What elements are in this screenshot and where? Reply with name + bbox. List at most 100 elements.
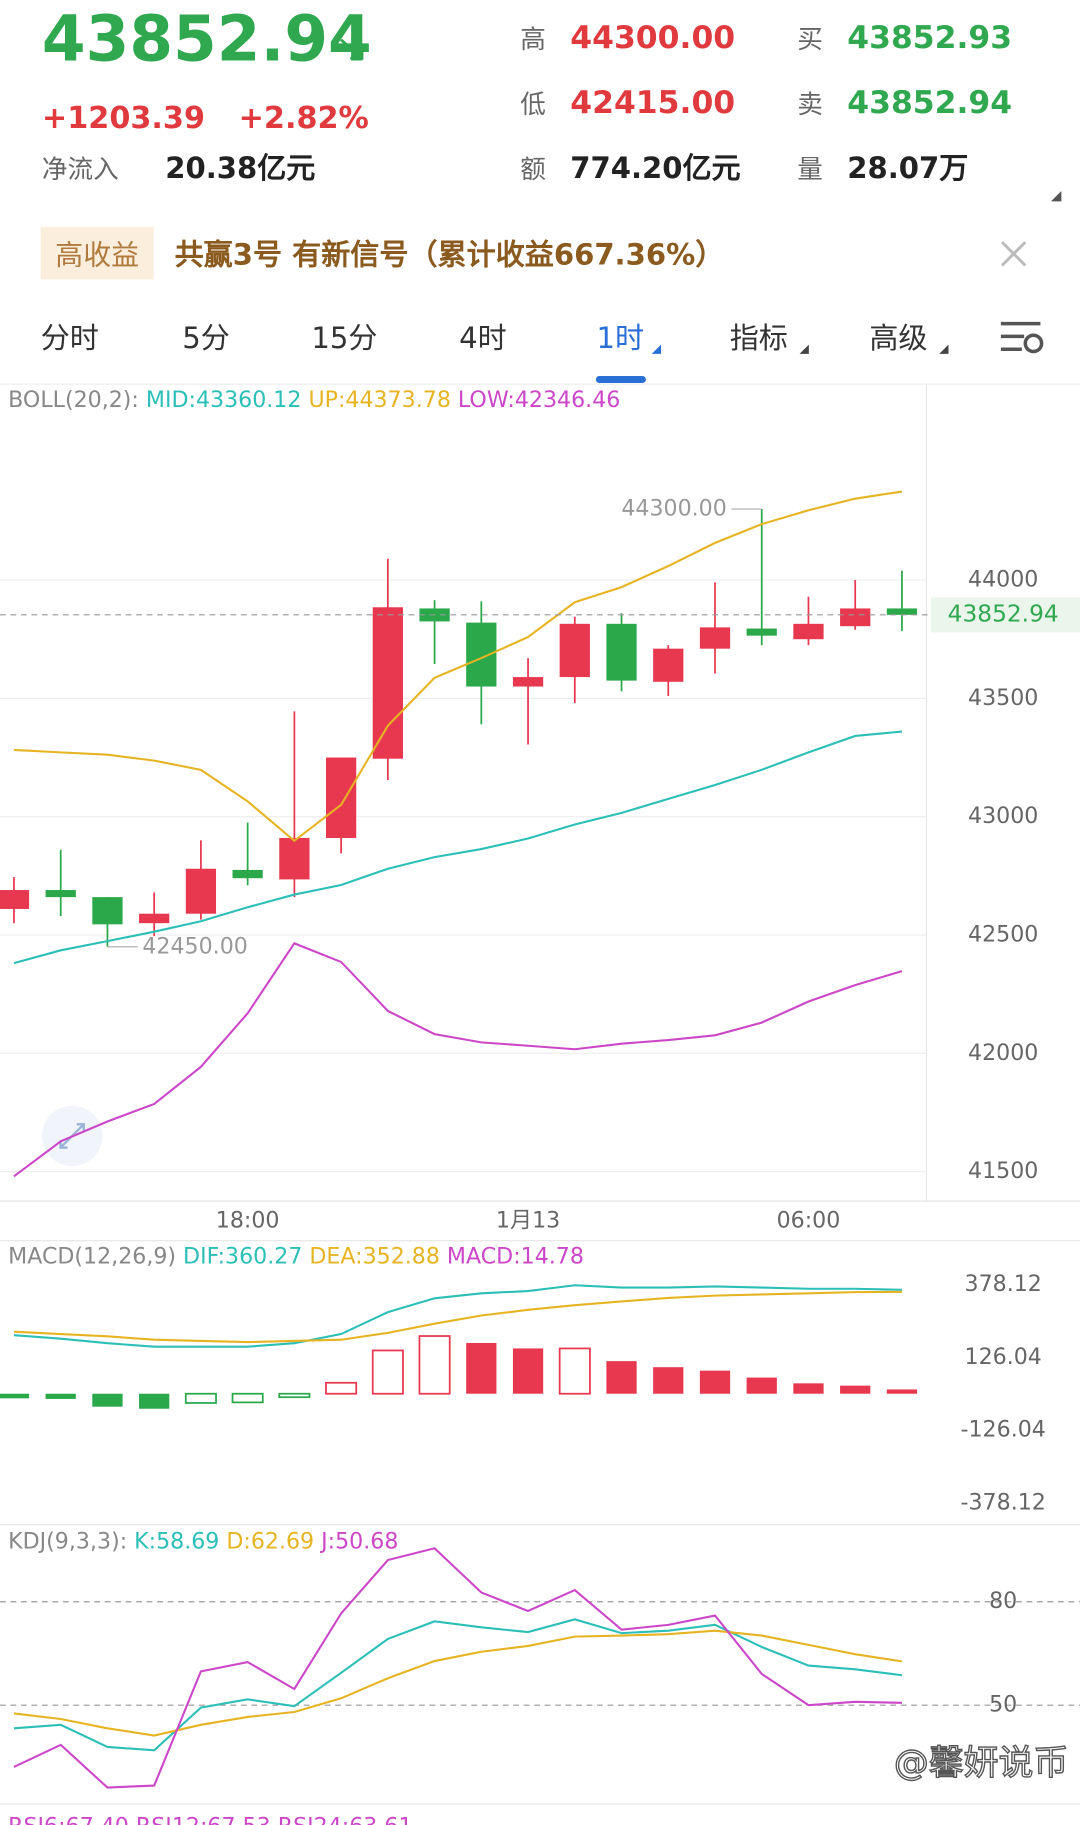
quote-header: 43852.94 +1203.39 +2.82% 净流入 20.38亿元 高 4…	[42, 3, 1062, 202]
candle-body	[653, 648, 684, 682]
tab[interactable]: 15分	[311, 321, 377, 355]
series-line	[13, 490, 903, 843]
low: 42415.00	[570, 85, 735, 121]
candle-body	[466, 622, 497, 687]
sell-label: 卖	[797, 90, 823, 120]
y-tick-label: 126.04	[965, 1344, 1042, 1370]
series-line	[13, 1547, 902, 1789]
tab[interactable]: 5分	[182, 321, 230, 355]
change-pct: +2.82%	[239, 101, 369, 136]
dropdown-mark	[799, 344, 809, 354]
indicator-label: DEA:352.88	[309, 1243, 440, 1269]
candle-body	[92, 897, 123, 925]
y-tick-label: 42000	[968, 1040, 1038, 1066]
rsi-label: RSI6:67.40 RSI12:67.53 RSI24:63.61	[8, 1814, 412, 1825]
candle-body	[325, 757, 357, 838]
buy: 43852.93	[847, 20, 1012, 56]
y-tick-label: 43500	[968, 685, 1038, 711]
series-line	[13, 1290, 902, 1344]
amount: 774.20亿元	[570, 151, 740, 185]
y-tick-label: 80	[989, 1588, 1017, 1614]
annotation: 42450.00	[142, 933, 247, 959]
candle-body	[45, 890, 76, 898]
macd-bar	[92, 1393, 123, 1407]
macd-bar	[512, 1348, 544, 1394]
indicator-label: MID:43360.12	[146, 387, 302, 413]
macd-bar	[371, 1349, 404, 1395]
series-line	[13, 1284, 902, 1348]
tab[interactable]: 高级	[869, 321, 927, 355]
y-tick-label: 378.12	[965, 1271, 1042, 1297]
last-price-bg	[931, 597, 1080, 633]
macd-bar	[418, 1335, 451, 1395]
annotation: 44300.00	[621, 496, 727, 522]
watermark: @馨妍说币	[894, 1743, 1069, 1783]
inflow: 20.38亿元	[165, 151, 315, 185]
y-tick-label: 42500	[968, 921, 1038, 947]
banner-text[interactable]: 共赢3号 有新信号（累计收益667.36%）	[175, 237, 725, 271]
close-button[interactable]	[1000, 241, 1027, 267]
indicator-label: MACD(12,26,9)	[8, 1243, 176, 1269]
macd-bar	[840, 1385, 871, 1394]
expand-corner[interactable]	[1050, 190, 1062, 202]
macd-bar	[0, 1393, 30, 1399]
macd-bar	[746, 1377, 777, 1394]
macd-bar	[886, 1389, 918, 1394]
last-price: 43852.94	[42, 3, 372, 76]
y-tick-label: 50	[989, 1692, 1017, 1718]
tag-bg	[40, 227, 154, 280]
volume: 28.07万	[847, 151, 968, 185]
tab[interactable]: 4时	[459, 321, 507, 355]
active-tab-indicator	[595, 375, 646, 383]
signal-banner: 高收益 共赢3号 有新信号（累计收益667.36%）	[40, 227, 1027, 280]
macd-bar	[139, 1393, 170, 1409]
settings-icon[interactable]	[1000, 321, 1044, 354]
macd-bar	[231, 1392, 264, 1404]
y-tick-label: -378.12	[961, 1489, 1046, 1515]
buy-label: 买	[797, 25, 823, 55]
indicator-label: LOW:42346.46	[458, 387, 620, 413]
x-tick-label: 1月13	[496, 1207, 560, 1233]
candle-body	[139, 913, 170, 924]
macd-bar	[699, 1370, 731, 1394]
macd-bar	[466, 1342, 497, 1394]
macd-bar	[45, 1393, 76, 1399]
amount-label: 额	[520, 155, 546, 185]
tab[interactable]: 指标	[730, 321, 788, 355]
candle-body	[886, 608, 918, 615]
panel-frame	[0, 384, 1080, 1805]
indicator-label: UP:44373.78	[308, 387, 450, 413]
macd-bar	[793, 1383, 824, 1394]
candle-body	[512, 677, 544, 687]
candle-body	[279, 837, 310, 880]
candle-body	[185, 868, 217, 914]
candle-body	[840, 608, 871, 627]
trend-arrow	[340, 38, 363, 60]
tab[interactable]: 1时	[597, 321, 645, 355]
sell: 43852.94	[847, 85, 1012, 121]
y-tick-label: -126.04	[961, 1417, 1046, 1443]
tab-bar: 分时 5分 15分 4时 1时 指标 高级	[0, 321, 1080, 385]
indicator-label: D:62.69	[226, 1529, 314, 1555]
high-label: 高	[520, 25, 546, 55]
y-tick-label: 43000	[968, 803, 1038, 829]
last-price-label: 43852.94	[948, 600, 1059, 627]
inflow-label: 净流入	[42, 155, 119, 185]
y-tick-label: 41500	[968, 1158, 1038, 1184]
indicator-label: BOLL(20,2):	[8, 387, 139, 413]
x-tick-label: 18:00	[216, 1207, 280, 1233]
tab[interactable]: 分时	[41, 321, 99, 355]
y-tick-label: 44000	[968, 567, 1038, 593]
series-line	[13, 1629, 903, 1737]
series-line	[13, 942, 903, 1178]
low-label: 低	[520, 90, 546, 120]
indicator-label: K:58.69	[134, 1529, 219, 1555]
indicator-label: KDJ(9,3,3):	[8, 1529, 127, 1555]
candle-body	[699, 627, 731, 649]
x-tick-label: 06:00	[777, 1207, 841, 1233]
volume-label: 量	[797, 155, 823, 185]
macd-bar	[653, 1367, 684, 1394]
series-line	[13, 1618, 903, 1752]
candle-body	[793, 623, 824, 640]
